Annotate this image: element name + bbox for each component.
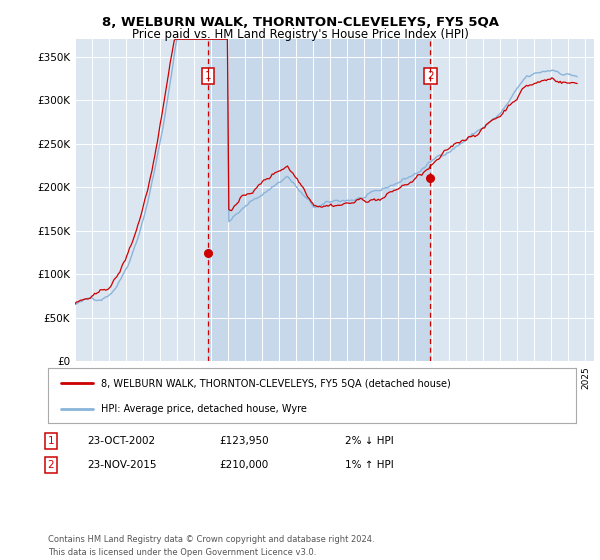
Text: 1: 1 bbox=[47, 436, 55, 446]
Text: 23-NOV-2015: 23-NOV-2015 bbox=[87, 460, 157, 470]
Text: 1: 1 bbox=[205, 71, 211, 81]
Text: HPI: Average price, detached house, Wyre: HPI: Average price, detached house, Wyre bbox=[101, 404, 307, 413]
Text: 1% ↑ HPI: 1% ↑ HPI bbox=[345, 460, 394, 470]
Text: Price paid vs. HM Land Registry's House Price Index (HPI): Price paid vs. HM Land Registry's House … bbox=[131, 28, 469, 41]
Text: £123,950: £123,950 bbox=[219, 436, 269, 446]
Text: 2: 2 bbox=[427, 71, 434, 81]
Text: 2% ↓ HPI: 2% ↓ HPI bbox=[345, 436, 394, 446]
Text: Contains HM Land Registry data © Crown copyright and database right 2024.
This d: Contains HM Land Registry data © Crown c… bbox=[48, 535, 374, 557]
Text: £210,000: £210,000 bbox=[219, 460, 268, 470]
Text: 2: 2 bbox=[47, 460, 55, 470]
Text: 8, WELBURN WALK, THORNTON-CLEVELEYS, FY5 5QA (detached house): 8, WELBURN WALK, THORNTON-CLEVELEYS, FY5… bbox=[101, 379, 451, 388]
Text: 8, WELBURN WALK, THORNTON-CLEVELEYS, FY5 5QA: 8, WELBURN WALK, THORNTON-CLEVELEYS, FY5… bbox=[101, 16, 499, 29]
Bar bbox=[208, 39, 430, 361]
Text: 23-OCT-2002: 23-OCT-2002 bbox=[87, 436, 155, 446]
